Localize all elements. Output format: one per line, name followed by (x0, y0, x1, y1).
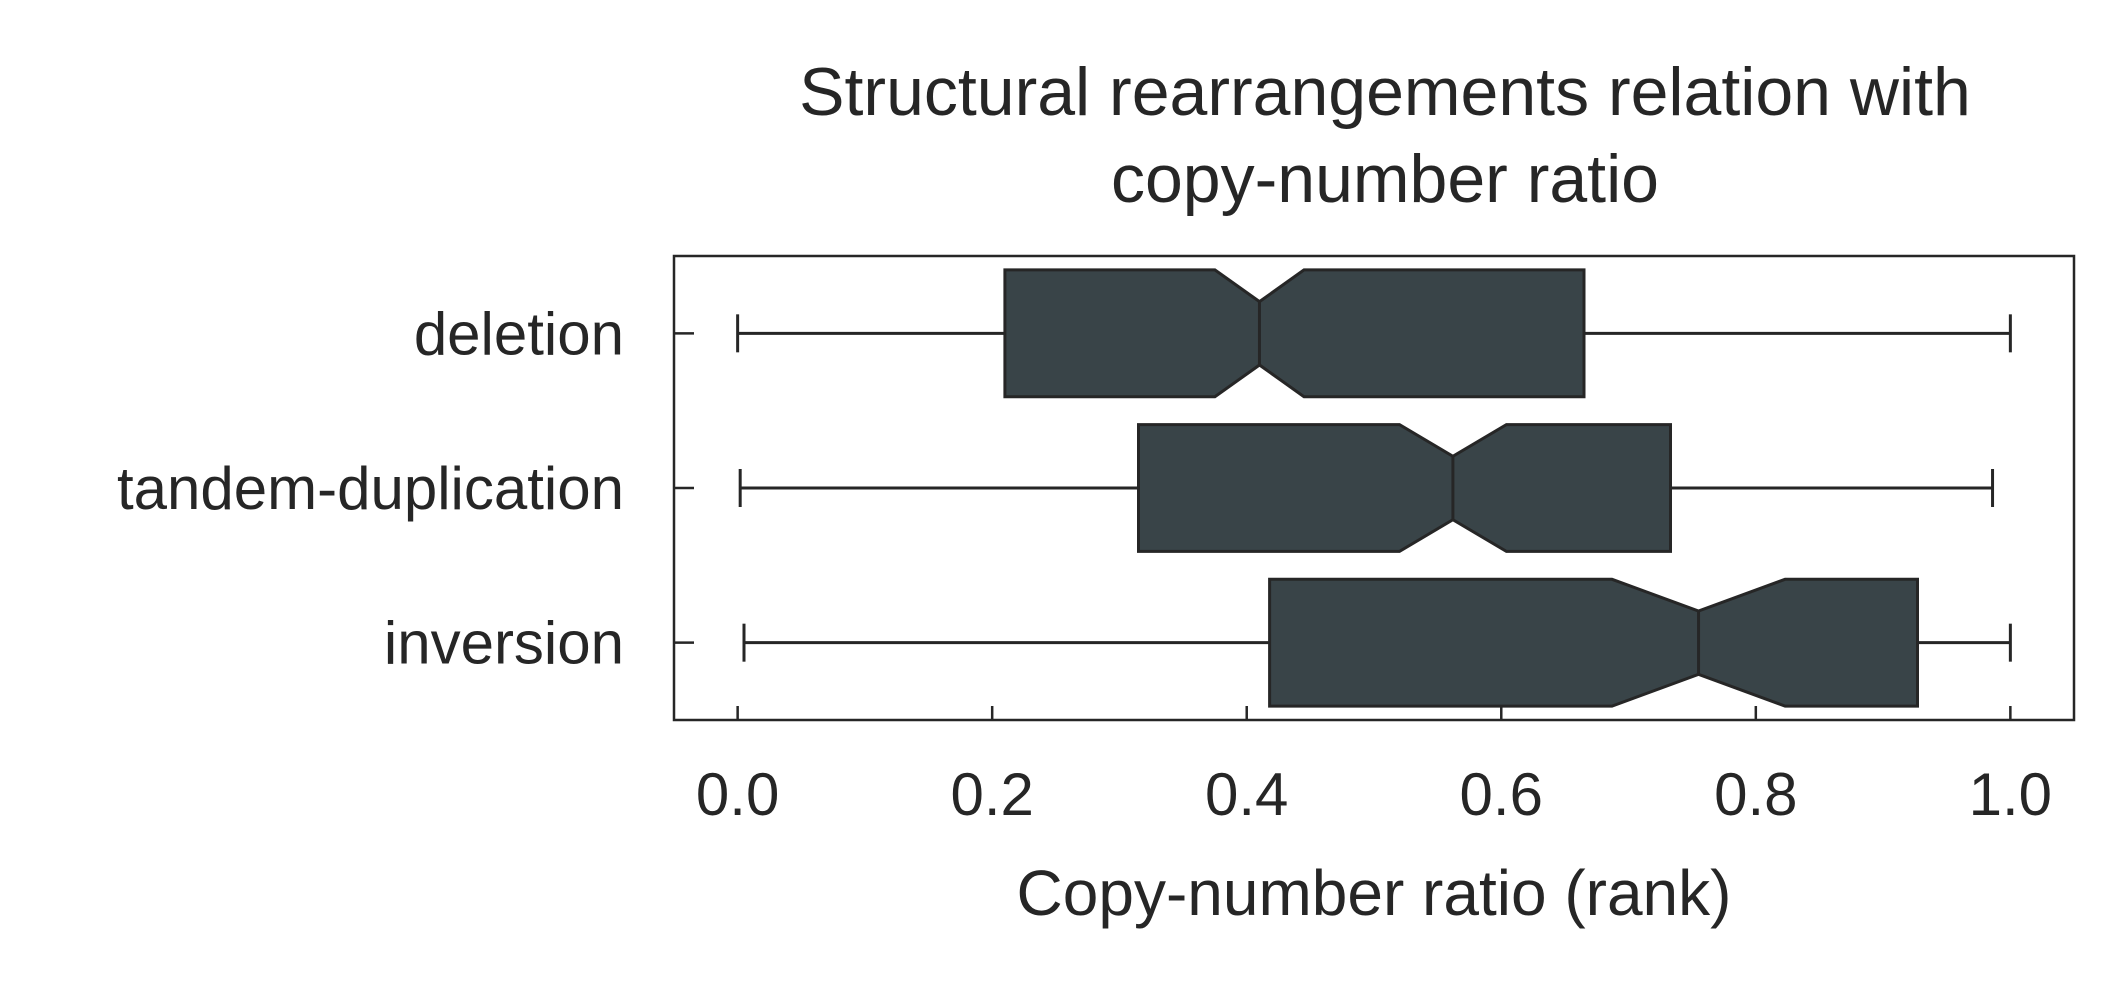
x-axis: 0.0 0.2 0.4 0.6 0.8 1.0 (696, 706, 2052, 828)
box-body (1268, 577, 1919, 708)
y-axis: deletion tandem-duplication inversion (117, 300, 694, 677)
box-inversion (742, 577, 2012, 708)
category-label-tandem-duplication: tandem-duplication (117, 455, 624, 522)
x-tick-label: 0.0 (696, 761, 779, 828)
category-label-inversion: inversion (384, 610, 624, 677)
plot-area (736, 268, 2012, 708)
x-tick-label: 0.4 (1205, 761, 1288, 828)
chart-title-line-2: copy-number ratio (1111, 141, 1659, 217)
box-deletion (736, 268, 2012, 399)
box-tandem-duplication (738, 423, 1995, 553)
box-body (1137, 423, 1672, 553)
x-tick-label: 0.8 (1714, 761, 1797, 828)
box-body (1003, 268, 1586, 399)
x-tick-label: 0.6 (1460, 761, 1543, 828)
x-tick-label: 0.2 (950, 761, 1033, 828)
chart-title: Structural rearrangements relation with … (799, 54, 1971, 217)
x-axis-label: Copy-number ratio (rank) (1017, 857, 1732, 929)
x-tick-label: 1.0 (1969, 761, 2052, 828)
category-label-deletion: deletion (414, 300, 624, 367)
chart-title-line-1: Structural rearrangements relation with (799, 54, 1971, 130)
